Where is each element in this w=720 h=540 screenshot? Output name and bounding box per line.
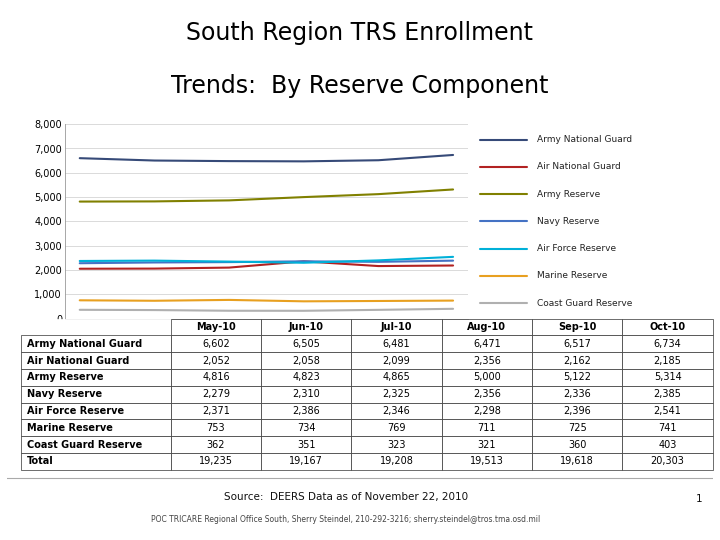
Text: Source:  DEERS Data as of November 22, 2010: Source: DEERS Data as of November 22, 20… <box>224 492 468 502</box>
Text: Navy Reserve: Navy Reserve <box>537 217 599 226</box>
Text: South Region TRS Enrollment: South Region TRS Enrollment <box>186 21 534 45</box>
Text: Coast Guard Reserve: Coast Guard Reserve <box>537 299 632 308</box>
Text: Marine Reserve: Marine Reserve <box>537 271 608 280</box>
Text: Air National Guard: Air National Guard <box>537 163 621 172</box>
Text: Army National Guard: Army National Guard <box>537 135 632 144</box>
Text: Army Reserve: Army Reserve <box>537 190 600 199</box>
Text: 1: 1 <box>696 495 702 504</box>
Text: Trends:  By Reserve Component: Trends: By Reserve Component <box>171 73 549 98</box>
Text: POC TRICARE Regional Office South, Sherry Steindel, 210-292-3216; sherry.steinde: POC TRICARE Regional Office South, Sherr… <box>151 515 541 524</box>
Text: Air Force Reserve: Air Force Reserve <box>537 244 616 253</box>
